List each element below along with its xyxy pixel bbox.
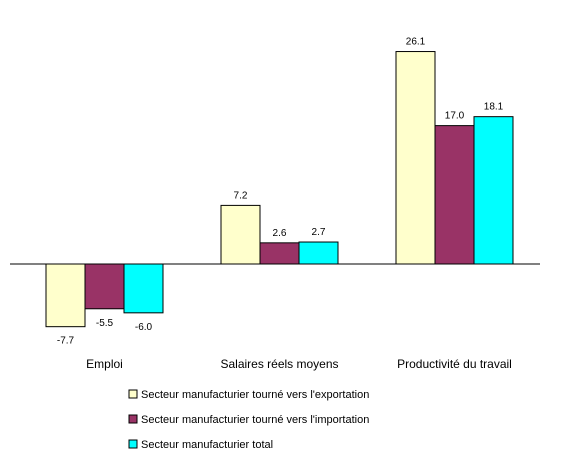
bar-1-1 (259, 242, 300, 265)
value-label-2-2: 18.1 (484, 102, 504, 113)
legend-label-0: Secteur manufacturier tourné vers l'expo… (141, 389, 369, 401)
legend-swatch-1 (128, 414, 138, 424)
bars-group (45, 51, 514, 328)
bar-1-0 (220, 204, 261, 265)
value-label-1-2: 2.7 (312, 227, 326, 238)
bar-0-1 (84, 263, 125, 310)
value-label-0-0: -7.7 (57, 336, 75, 347)
value-label-2-1: 17.0 (445, 111, 465, 122)
legend-swatch-0 (128, 389, 138, 399)
value-label-0-1: -5.5 (96, 318, 114, 329)
category-label-0: Emploi (86, 357, 123, 371)
value-label-1-1: 2.6 (273, 228, 287, 239)
bar-2-0 (395, 51, 436, 265)
legend-swatch-2 (128, 439, 138, 449)
bar-0-0 (45, 263, 86, 328)
bar-0-2 (123, 263, 164, 314)
value-label-1-0: 7.2 (234, 190, 248, 201)
value-labels-group: -7.7 -5.5 -6.0 7.2 2.6 2.7 26.1 17.0 18.1 (57, 37, 504, 347)
legend-label-1: Secteur manufacturier tourné vers l'impo… (141, 414, 369, 426)
legend-label-2: Secteur manufacturier total (141, 439, 273, 451)
bar-2-2 (473, 116, 514, 265)
value-label-2-0: 26.1 (406, 37, 426, 48)
category-label-1: Salaires réels moyens (220, 357, 338, 371)
category-label-2: Productivité du travail (397, 357, 512, 371)
category-labels-group: Emploi Salaires réels moyens Productivité … (86, 357, 512, 371)
bar-1-2 (298, 241, 339, 265)
value-label-0-2: -6.0 (135, 322, 153, 333)
legend: Secteur manufacturier tourné vers l'expo… (128, 389, 369, 451)
bar-2-1 (434, 125, 475, 265)
